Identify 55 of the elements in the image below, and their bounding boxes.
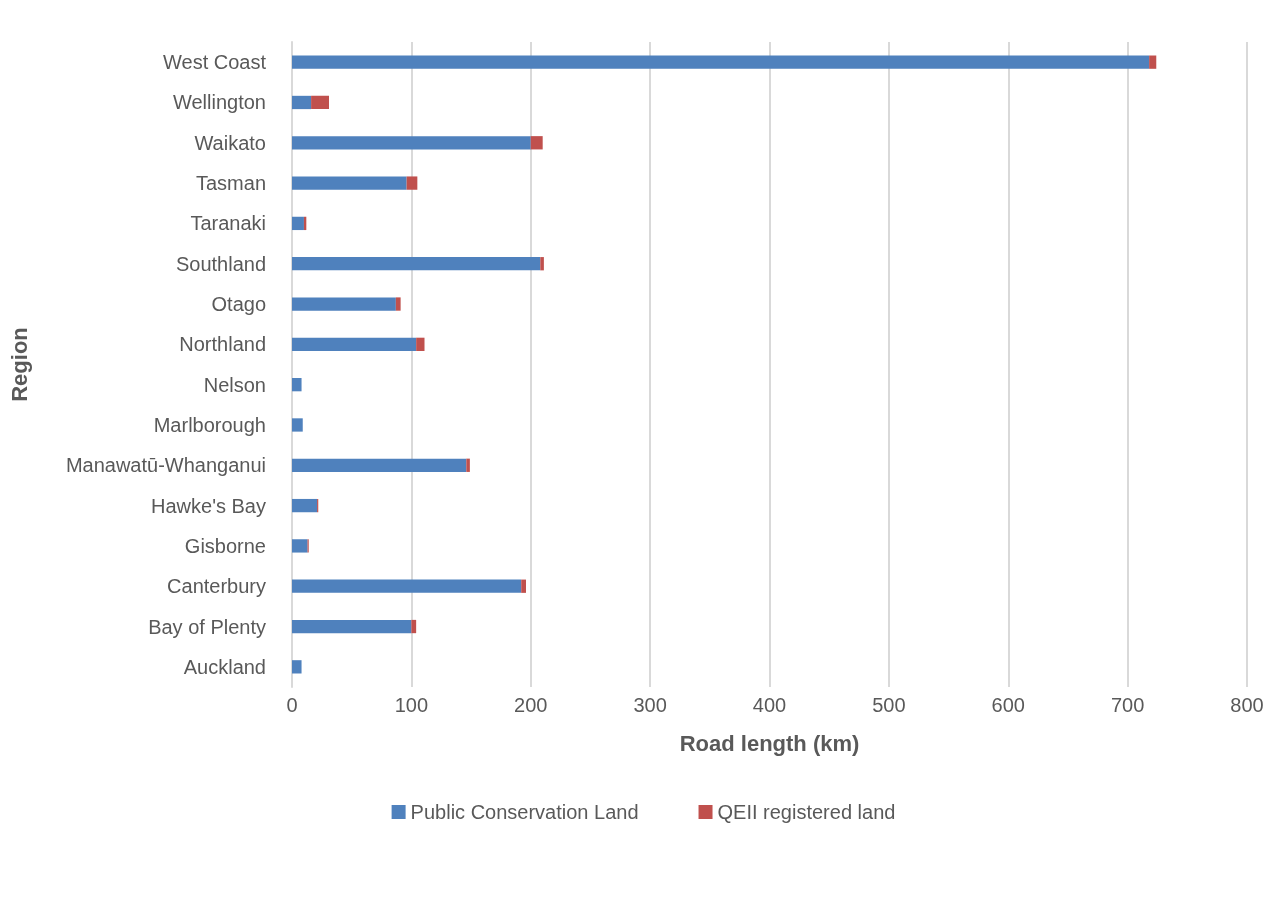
bar <box>292 55 1150 69</box>
bar <box>416 337 425 351</box>
y-tick-label: Taranaki <box>190 212 266 235</box>
x-tick-label: 0 <box>286 694 298 716</box>
bar <box>540 257 544 271</box>
bar <box>292 216 304 231</box>
y-tick-label: Northland <box>179 333 266 356</box>
y-tick-label: Nelson <box>203 373 266 396</box>
y-tick-label: Tasman <box>195 172 266 195</box>
bar <box>292 660 302 674</box>
y-tick-label: Southland <box>175 252 266 275</box>
bar <box>292 539 308 553</box>
y-tick-label: Wellington <box>172 91 266 114</box>
y-tick-label: Otago <box>211 293 266 316</box>
bar <box>292 418 303 432</box>
y-tick-label: Marlborough <box>153 413 266 436</box>
y-axis-title: Region <box>6 327 32 402</box>
bar <box>292 498 318 513</box>
y-tick-label: Canterbury <box>167 575 266 598</box>
bar <box>292 619 412 634</box>
legend-label: QEII registered land <box>717 801 896 823</box>
y-tick-label: Hawke's Bay <box>151 494 266 517</box>
x-axis-title: Road length (km) <box>679 730 860 756</box>
y-tick-label: Bay of Plenty <box>148 615 266 638</box>
bar <box>395 297 401 311</box>
bar <box>521 579 526 593</box>
x-tick-label: 200 <box>514 694 548 716</box>
bar <box>292 136 531 150</box>
x-tick-label: 500 <box>872 694 906 716</box>
bar <box>292 297 396 311</box>
bar <box>292 337 417 351</box>
bar <box>466 458 470 472</box>
bar <box>411 619 417 634</box>
y-tick-label: Auckland <box>183 655 266 678</box>
x-tick-label: 600 <box>991 694 1025 716</box>
y-tick-label: Manawatū-Whanganui <box>65 454 266 477</box>
bar <box>530 136 543 150</box>
legend-label: Public Conservation Land <box>410 801 639 823</box>
bar <box>292 257 541 271</box>
y-tick-label: Waikato <box>194 131 266 154</box>
y-tick-label: Gisborne <box>184 534 266 557</box>
bar <box>292 176 407 190</box>
x-tick-label: 800 <box>1230 694 1264 716</box>
bar <box>311 95 330 110</box>
bar <box>292 95 312 110</box>
bar <box>1149 55 1157 69</box>
bar <box>406 176 418 190</box>
bar <box>292 378 302 392</box>
y-tick-label: West Coast <box>163 51 267 74</box>
x-tick-label: 100 <box>394 694 429 716</box>
x-tick-label: 300 <box>633 694 667 716</box>
bar <box>292 458 467 472</box>
x-tick-label: 400 <box>752 694 787 716</box>
bar <box>292 579 522 593</box>
x-tick-label: 700 <box>1110 694 1145 716</box>
